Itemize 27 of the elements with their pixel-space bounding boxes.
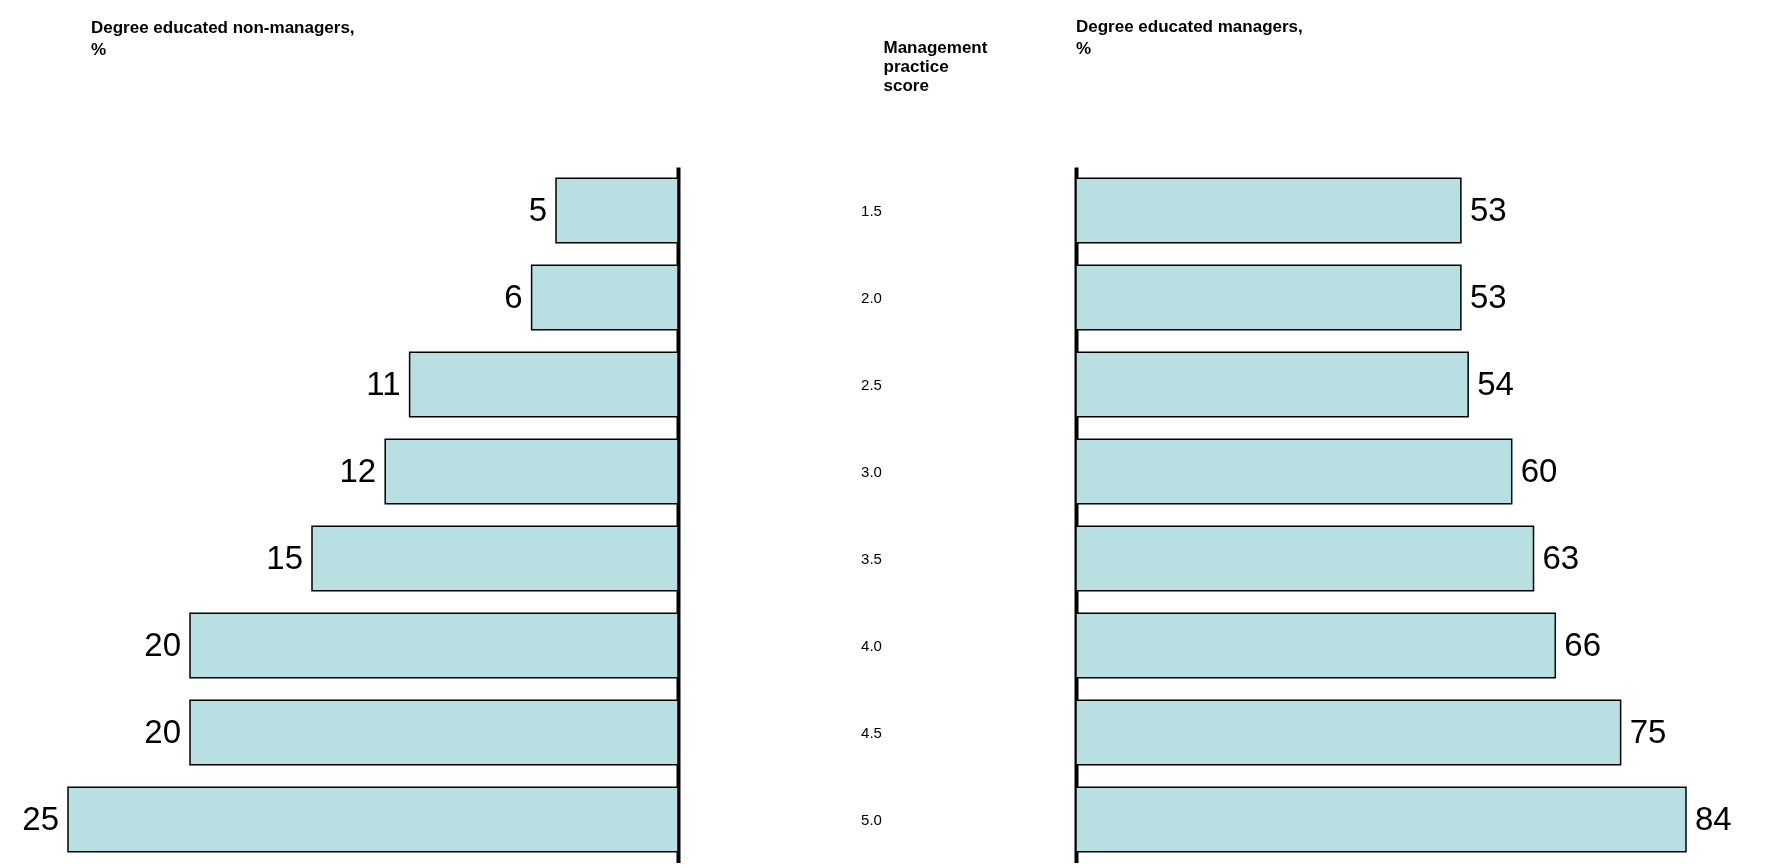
data-label: 25 — [22, 799, 59, 837]
data-label: 53 — [1469, 277, 1507, 315]
data-label: 63 — [1542, 538, 1580, 576]
data-label: 5 — [528, 190, 547, 228]
data-label: 12 — [339, 451, 377, 489]
chart-title: Degree educated managers, % — [1076, 17, 1303, 58]
y-tick-label: 4.5 — [861, 723, 882, 741]
data-label: 15 — [266, 538, 303, 576]
data-label: 75 — [1629, 712, 1667, 750]
data-label: 84 — [1695, 799, 1732, 837]
y-tick-label: 1.5 — [861, 201, 882, 219]
data-label: 60 — [1520, 451, 1558, 489]
y-tick-label: 2.0 — [861, 288, 882, 306]
chart-title: Degree educated non-managers, % — [91, 18, 355, 59]
data-label: 54 — [1477, 364, 1514, 402]
data-label: 11 — [366, 364, 401, 402]
y-axis-title: Management practice score — [883, 37, 988, 95]
data-label: 6 — [504, 277, 523, 315]
y-tick-label: 2.5 — [861, 375, 882, 393]
y-tick-label: 5.0 — [861, 810, 882, 828]
y-tick-label: 3.0 — [861, 462, 882, 480]
data-label: 53 — [1469, 190, 1507, 228]
data-label: 20 — [144, 625, 181, 663]
data-label: 66 — [1564, 625, 1601, 663]
data-label: 20 — [144, 712, 181, 750]
y-tick-label: 3.5 — [861, 549, 882, 567]
y-tick-label: 4.0 — [861, 636, 882, 654]
